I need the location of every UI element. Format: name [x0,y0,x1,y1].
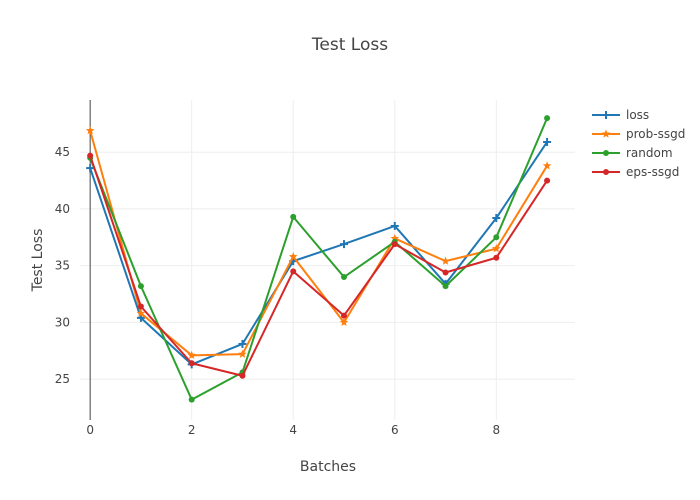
data-point [544,115,551,122]
data-point [187,350,196,359]
data-point [239,372,246,379]
y-tick-label: 40 [55,202,70,216]
data-point [542,161,552,170]
data-point [390,221,399,230]
legend-label: random [626,146,673,160]
legend-label: loss [626,108,649,122]
legend-item-prob-ssgd[interactable]: prob-ssgd [592,127,685,141]
data-point [86,164,95,173]
data-point [492,244,501,253]
y-tick-label: 25 [55,372,70,386]
legend-label: eps-ssgd [626,165,679,179]
data-point [391,241,398,248]
y-tick-label: 35 [55,259,70,273]
legend[interactable]: loss prob-ssgd random eps-ssgd [592,108,685,179]
data-point [441,256,450,265]
data-point [137,283,144,290]
x-tick-label: 0 [86,423,94,437]
y-axis-title: Test Loss [30,229,46,293]
data-point [493,254,500,261]
x-tick-label: 2 [188,423,196,437]
series-line [89,155,548,377]
axes: 25 30 35 40 45 0 2 4 6 8 [55,100,500,437]
data-point [493,234,500,241]
y-tick-label: 30 [55,315,70,329]
series-layer [85,115,552,403]
data-point [238,349,247,358]
data-point [492,214,501,223]
series-line [89,130,548,357]
grid-layer [80,100,575,420]
data-point [544,177,551,184]
data-point [340,240,348,249]
series-eps-ssgd [87,152,551,379]
legend-marker [601,129,611,138]
series-random [87,115,551,403]
data-point [188,396,195,403]
legend-item-loss[interactable]: loss [592,108,649,122]
data-point [341,274,347,281]
data-point [85,126,95,135]
series-line [89,117,548,401]
data-point [543,137,552,146]
x-tick-label: 8 [492,423,500,437]
legend-marker [603,150,609,156]
data-point [288,252,298,261]
data-point [188,360,195,367]
y-tick-label: 45 [55,145,70,159]
chart-title: Test Loss [311,35,388,55]
data-point [238,339,247,348]
legend-marker [603,169,609,175]
legend-marker [602,111,610,119]
data-point [339,317,349,327]
legend-item-random[interactable]: random [592,146,673,160]
x-axis-title: Batches [300,459,356,475]
data-point [136,308,146,317]
x-tick-label: 6 [391,423,399,437]
data-point [290,213,297,220]
legend-item-eps-ssgd[interactable]: eps-ssgd [592,165,679,179]
data-point [290,268,297,275]
data-point [137,303,144,310]
data-point [341,312,347,319]
data-point [442,269,449,276]
data-point [87,152,94,159]
x-tick-label: 4 [289,423,297,437]
data-point [442,283,449,290]
legend-label: prob-ssgd [626,127,685,141]
